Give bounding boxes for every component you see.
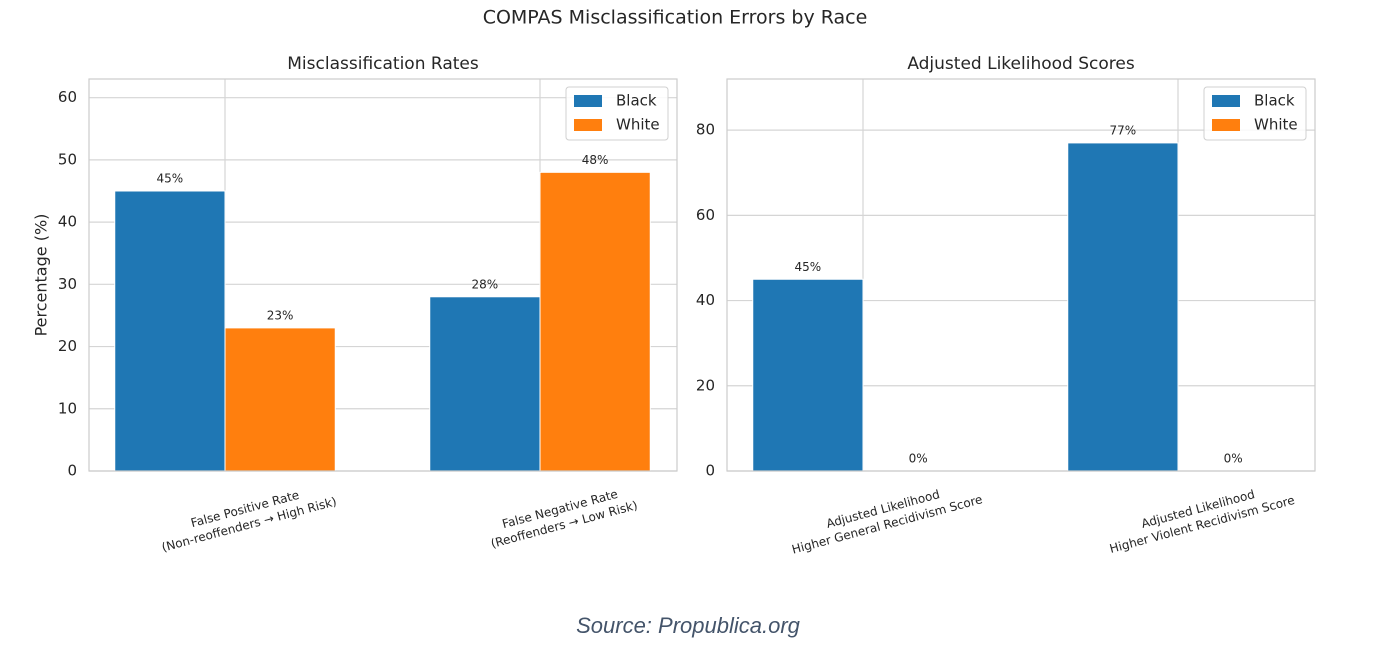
x-tick-label: Adjusted LikelihoodHigher Violent Recidi… bbox=[1104, 477, 1296, 555]
y-tick-label: 60 bbox=[58, 88, 77, 106]
bar bbox=[539, 171, 651, 472]
value-label: 48% bbox=[582, 153, 609, 167]
bar bbox=[1067, 142, 1179, 472]
value-label: 77% bbox=[1110, 123, 1137, 137]
legend-swatch bbox=[574, 119, 602, 131]
value-label: 45% bbox=[795, 260, 822, 274]
y-tick-label: 80 bbox=[696, 121, 715, 139]
legend-label: Black bbox=[1254, 92, 1295, 110]
y-tick-label: 20 bbox=[696, 376, 715, 394]
value-label: 0% bbox=[909, 452, 928, 466]
chart-title: Adjusted Likelihood Scores bbox=[907, 54, 1135, 74]
y-axis-label: Percentage (%) bbox=[32, 214, 51, 337]
bar bbox=[114, 190, 226, 472]
legend-swatch bbox=[1212, 95, 1240, 107]
chart-title: Misclassification Rates bbox=[287, 54, 479, 74]
value-label: 45% bbox=[157, 172, 184, 186]
y-tick-label: 20 bbox=[58, 337, 77, 355]
y-tick-label: 30 bbox=[58, 275, 77, 293]
bar bbox=[429, 296, 541, 472]
x-tick-label: False Negative Rate(Reoffenders → Low Ri… bbox=[485, 482, 639, 550]
y-tick-label: 60 bbox=[696, 206, 715, 224]
y-tick-label: 0 bbox=[67, 462, 77, 480]
y-tick-label: 40 bbox=[696, 291, 715, 309]
value-label: 23% bbox=[267, 308, 294, 322]
y-tick-label: 40 bbox=[58, 213, 77, 231]
y-tick-label: 0 bbox=[705, 462, 715, 480]
x-tick-label: Adjusted LikelihoodHigher General Recidi… bbox=[786, 476, 984, 556]
legend-label: Black bbox=[616, 92, 657, 110]
x-tick-label: False Positive Rate(Non-reoffenders → Hi… bbox=[156, 478, 338, 554]
y-tick-label: 10 bbox=[58, 399, 77, 417]
legend-label: White bbox=[616, 116, 660, 134]
plot-frame bbox=[88, 78, 678, 472]
legend-label: White bbox=[1254, 116, 1298, 134]
legend-swatch bbox=[574, 95, 602, 107]
source-note: Source: Propublica.org bbox=[576, 613, 801, 638]
bar bbox=[224, 327, 336, 472]
bar bbox=[752, 278, 864, 472]
plot-frame bbox=[726, 78, 1316, 472]
legend-swatch bbox=[1212, 119, 1240, 131]
y-tick-label: 50 bbox=[58, 150, 77, 168]
value-label: 0% bbox=[1224, 452, 1243, 466]
figure-title: COMPAS Misclassification Errors by Race bbox=[483, 7, 868, 29]
value-label: 28% bbox=[472, 277, 499, 291]
